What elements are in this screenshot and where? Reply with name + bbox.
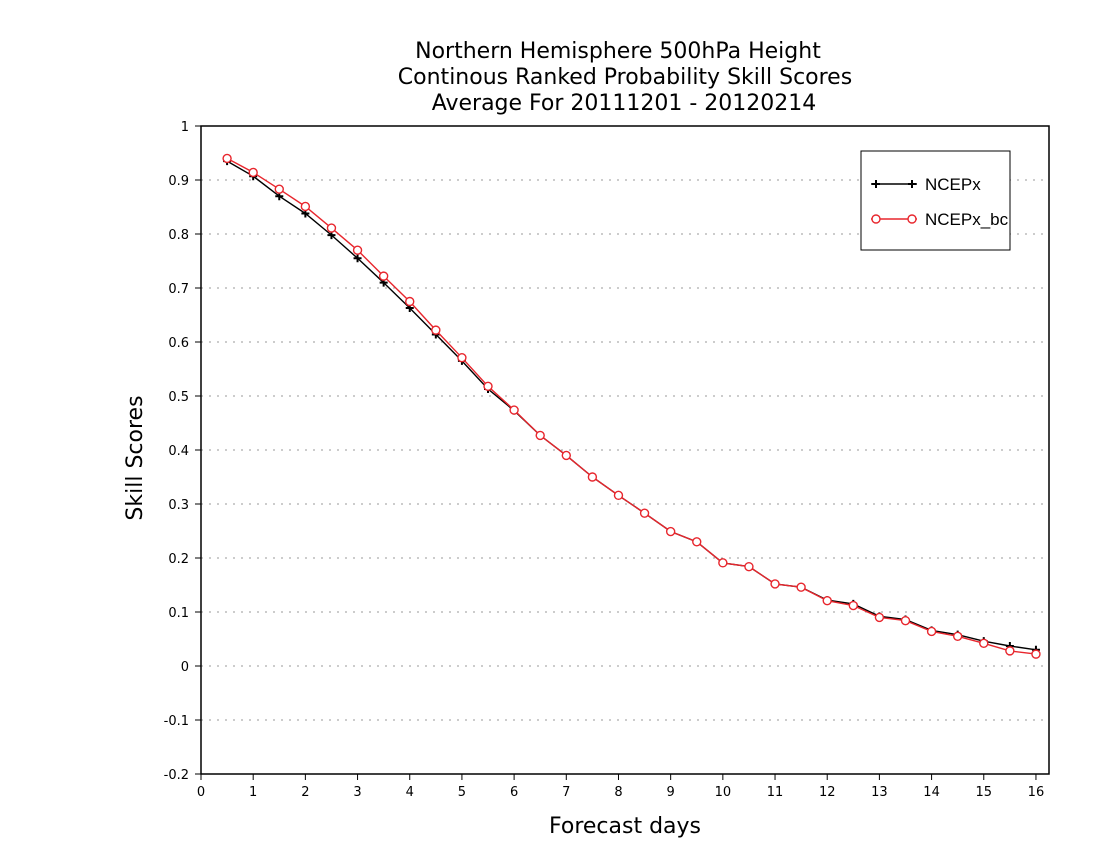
x-tick-label: 6 bbox=[510, 785, 518, 800]
legend-marker bbox=[908, 180, 916, 188]
title-line-2: Continous Ranked Probability Skill Score… bbox=[398, 65, 852, 90]
data-point bbox=[483, 381, 493, 391]
data-point bbox=[352, 245, 363, 255]
x-tick-label: 11 bbox=[767, 785, 784, 800]
y-tick-label: 0.1 bbox=[168, 606, 189, 621]
legend-label: NCEPx_bc bbox=[925, 210, 1009, 229]
data-point bbox=[613, 490, 624, 501]
data-point bbox=[692, 537, 702, 547]
x-tick-label: 16 bbox=[1028, 785, 1045, 800]
data-point bbox=[796, 582, 806, 592]
legend-entry: NCEPx bbox=[871, 175, 981, 194]
title-line-3: Average For 20111201 - 20120214 bbox=[432, 91, 817, 116]
y-tick-label: 0.3 bbox=[168, 498, 189, 513]
legend-marker bbox=[871, 214, 881, 224]
y-tick-label: 0.8 bbox=[168, 228, 189, 243]
data-point bbox=[274, 184, 284, 194]
data-point bbox=[326, 223, 337, 233]
y-tick-label: -0.2 bbox=[164, 768, 189, 783]
data-point bbox=[587, 472, 598, 482]
y-tick-label: 0.5 bbox=[168, 390, 189, 405]
legend-box bbox=[860, 150, 1011, 251]
data-point bbox=[535, 430, 545, 441]
y-axis-label: Skill Scores bbox=[123, 395, 148, 520]
data-point bbox=[378, 271, 389, 281]
x-tick-label: 5 bbox=[458, 785, 466, 800]
data-point bbox=[1005, 646, 1015, 656]
grid-lines bbox=[201, 179, 1049, 721]
legend-label: NCEPx bbox=[925, 175, 981, 194]
x-tick-label: 4 bbox=[406, 785, 414, 800]
data-point bbox=[665, 526, 676, 537]
x-tick-label: 14 bbox=[923, 785, 940, 800]
y-tick-label: 0.4 bbox=[168, 444, 189, 459]
series-ncepx-bc bbox=[222, 153, 1041, 659]
x-tick-label: 10 bbox=[715, 785, 732, 800]
data-point bbox=[979, 638, 989, 649]
y-tick-label: 0 bbox=[181, 660, 189, 675]
y-tick-label: 1 bbox=[181, 120, 189, 135]
data-point bbox=[405, 296, 415, 307]
x-tick-label: 3 bbox=[353, 785, 361, 800]
data-point bbox=[900, 615, 911, 626]
y-tick-label: -0.1 bbox=[164, 714, 189, 729]
plot-frame bbox=[200, 125, 1050, 775]
data-point bbox=[1031, 649, 1041, 659]
data-point bbox=[718, 558, 728, 568]
x-tick-label: 8 bbox=[614, 785, 622, 800]
y-tick-label: 0.6 bbox=[168, 336, 189, 351]
data-point bbox=[926, 626, 937, 637]
data-point bbox=[248, 167, 258, 178]
data-point bbox=[431, 325, 441, 335]
x-tick-label: 12 bbox=[819, 785, 836, 800]
data-point bbox=[639, 508, 650, 518]
data-point bbox=[353, 254, 362, 263]
chart-title: Northern Hemisphere 500hPa Height Contin… bbox=[398, 39, 852, 116]
x-tick-label: 2 bbox=[301, 785, 309, 800]
x-tick-label: 7 bbox=[562, 785, 570, 800]
x-axis-label: Forecast days bbox=[549, 814, 701, 839]
y-tick-label: 0.9 bbox=[168, 174, 189, 189]
data-point bbox=[822, 595, 832, 606]
x-tick-label: 15 bbox=[975, 785, 992, 800]
legend-entries: NCEPx NCEPx_bc bbox=[871, 175, 1009, 229]
data-point bbox=[222, 153, 232, 164]
x-tick-label: 9 bbox=[667, 785, 675, 800]
data-point bbox=[770, 579, 780, 589]
y-axis-ticks: -0.2 -0.1 0 0.1 0.2 0.3 0.4 0.5 0.6 0.7 0.8 0.9 1 bbox=[164, 120, 201, 783]
legend-marker bbox=[872, 180, 880, 188]
title-line-1: Northern Hemisphere 500hPa Height bbox=[415, 39, 821, 64]
series-layer bbox=[222, 153, 1041, 659]
y-tick-label: 0.2 bbox=[168, 552, 189, 567]
data-point bbox=[300, 201, 311, 212]
y-tick-label: 0.7 bbox=[168, 282, 189, 297]
data-point bbox=[561, 450, 571, 461]
legend-marker bbox=[907, 214, 917, 224]
x-tick-label: 13 bbox=[871, 785, 888, 800]
data-point bbox=[457, 352, 467, 363]
data-point bbox=[744, 561, 754, 572]
data-point bbox=[874, 612, 885, 623]
data-point bbox=[509, 405, 519, 415]
data-point bbox=[952, 631, 963, 641]
x-axis-ticks: 0 1 2 3 4 5 6 7 8 9 10 11 12 13 14 15 16 bbox=[197, 774, 1044, 800]
data-point bbox=[848, 600, 859, 611]
x-tick-label: 1 bbox=[249, 785, 257, 800]
legend-entry: NCEPx_bc bbox=[871, 210, 1009, 229]
x-tick-label: 0 bbox=[197, 785, 205, 800]
legend: NCEPx NCEPx_bc bbox=[860, 150, 1011, 251]
